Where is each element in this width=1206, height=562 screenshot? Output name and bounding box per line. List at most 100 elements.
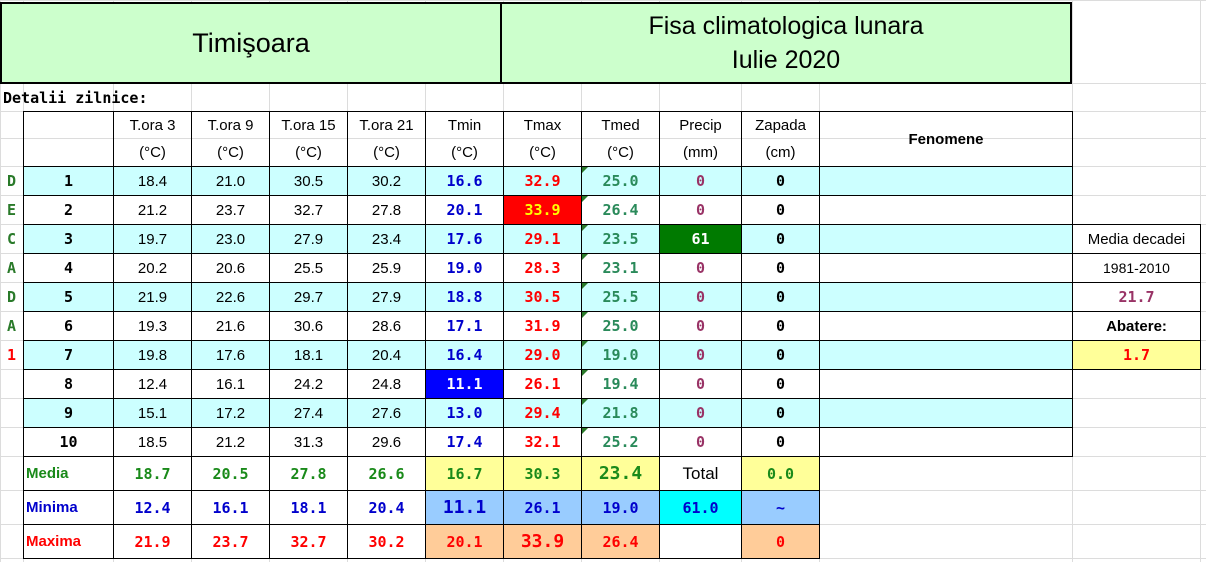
header-unit: (°C) — [139, 144, 166, 161]
abatere-label: Abatere: — [1072, 311, 1201, 341]
cell-precip: 0 — [659, 427, 742, 457]
cell-tmax: 29.0 — [503, 340, 582, 370]
header-unit: (°C) — [217, 144, 244, 161]
summary-maxima-t15: 32.7 — [269, 524, 348, 559]
day-number: 10 — [23, 427, 114, 457]
day-number: 4 — [23, 253, 114, 283]
cell-t9: 17.2 — [191, 398, 270, 428]
cell-tmin: 17.6 — [425, 224, 504, 254]
day-number: 5 — [23, 282, 114, 312]
cell-t3: 18.4 — [113, 166, 192, 196]
cell-zapada: 0 — [741, 253, 820, 283]
summary-minima-tmax: 26.1 — [503, 490, 582, 525]
day-number: 9 — [23, 398, 114, 428]
cell-t15: 18.1 — [269, 340, 348, 370]
cell-precip: 0 — [659, 166, 742, 196]
cell-zapada: 0 — [741, 311, 820, 341]
summary-media-zapada: 0.0 — [741, 456, 820, 491]
cell-fenomene — [819, 166, 1073, 196]
header-name: Zapada — [755, 117, 806, 134]
cell-t3: 19.3 — [113, 311, 192, 341]
cell-fenomene — [819, 427, 1073, 457]
cell-t15: 30.5 — [269, 166, 348, 196]
cell-tmax: 29.1 — [503, 224, 582, 254]
cell-zapada: 0 — [741, 398, 820, 428]
cell-tmax: 30.5 — [503, 282, 582, 312]
cell-t9: 21.0 — [191, 166, 270, 196]
cell-t9: 20.6 — [191, 253, 270, 283]
summary-minima-zapada: ~ — [741, 490, 820, 525]
cell-t3: 12.4 — [113, 369, 192, 399]
cell-tmin: 13.0 — [425, 398, 504, 428]
media-period: 1981-2010 — [1072, 253, 1201, 283]
cell-zapada: 0 — [741, 166, 820, 196]
summary-maxima-precip — [659, 524, 742, 559]
cell-tmed: 23.5 — [581, 224, 660, 254]
header-unit: (°C) — [607, 144, 634, 161]
cell-tmed: 19.0 — [581, 340, 660, 370]
cell-t15: 25.5 — [269, 253, 348, 283]
summary-maxima-t21: 30.2 — [347, 524, 426, 559]
cell-precip: 61 — [659, 224, 742, 254]
header-unit: (°C) — [529, 144, 556, 161]
cell-fenomene — [819, 195, 1073, 225]
header-name: T.ora 9 — [207, 117, 254, 134]
cell-tmin: 11.1 — [425, 369, 504, 399]
cell-t3: 19.7 — [113, 224, 192, 254]
header-name: Tmed — [601, 117, 640, 134]
cell-t21: 28.6 — [347, 311, 426, 341]
cell-tmin: 16.6 — [425, 166, 504, 196]
summary-maxima-tmin: 20.1 — [425, 524, 504, 559]
day-number: 3 — [23, 224, 114, 254]
cell-t15: 31.3 — [269, 427, 348, 457]
cell-zapada: 0 — [741, 340, 820, 370]
summary-label-maxima: Maxima — [23, 524, 114, 559]
cell-fenomene — [819, 340, 1073, 370]
summary-media-t21: 26.6 — [347, 456, 426, 491]
cell-tmax: 32.9 — [503, 166, 582, 196]
cell-t21: 27.8 — [347, 195, 426, 225]
decada-letter: 1 — [6, 345, 17, 364]
summary-media-t15: 27.8 — [269, 456, 348, 491]
header-name: Tmax — [523, 117, 562, 134]
cell-t15: 24.2 — [269, 369, 348, 399]
summary-minima-t3: 12.4 — [113, 490, 192, 525]
cell-fenomene — [819, 311, 1073, 341]
col-header-4: T.ora 21 (°C) — [347, 111, 426, 167]
cell-precip: 0 — [659, 311, 742, 341]
cell-zapada: 0 — [741, 195, 820, 225]
col-header-9: Zapada (cm) — [741, 111, 820, 167]
cell-fenomene — [819, 282, 1073, 312]
cell-tmed: 26.4 — [581, 195, 660, 225]
summary-media-precip: Total — [659, 456, 742, 491]
cell-precip: 0 — [659, 195, 742, 225]
cell-t3: 20.2 — [113, 253, 192, 283]
cell-t9: 21.2 — [191, 427, 270, 457]
summary-minima-t21: 20.4 — [347, 490, 426, 525]
summary-maxima-tmax: 33.9 — [503, 524, 582, 559]
summary-maxima-t9: 23.7 — [191, 524, 270, 559]
cell-t21: 27.9 — [347, 282, 426, 312]
cell-t9: 17.6 — [191, 340, 270, 370]
summary-media-tmax: 30.3 — [503, 456, 582, 491]
summary-label-media: Media — [23, 456, 114, 491]
decada-letter: C — [6, 229, 17, 248]
summary-label-minima: Minima — [23, 490, 114, 525]
cell-t15: 30.6 — [269, 311, 348, 341]
summary-minima-precip: 61.0 — [659, 490, 742, 525]
header-unit: (mm) — [683, 144, 718, 161]
header-name: T.ora 21 — [359, 117, 414, 134]
cell-t3: 21.9 — [113, 282, 192, 312]
cell-tmax: 31.9 — [503, 311, 582, 341]
header-unit: (°C) — [373, 144, 400, 161]
cell-tmed: 19.4 — [581, 369, 660, 399]
cell-precip: 0 — [659, 398, 742, 428]
decada-letter: A — [6, 258, 17, 277]
cell-precip: 0 — [659, 253, 742, 283]
cell-t21: 29.6 — [347, 427, 426, 457]
cell-t9: 23.0 — [191, 224, 270, 254]
col-header-8: Precip (mm) — [659, 111, 742, 167]
col-header-5: Tmin (°C) — [425, 111, 504, 167]
cell-zapada: 0 — [741, 427, 820, 457]
cell-tmax: 33.9 — [503, 195, 582, 225]
